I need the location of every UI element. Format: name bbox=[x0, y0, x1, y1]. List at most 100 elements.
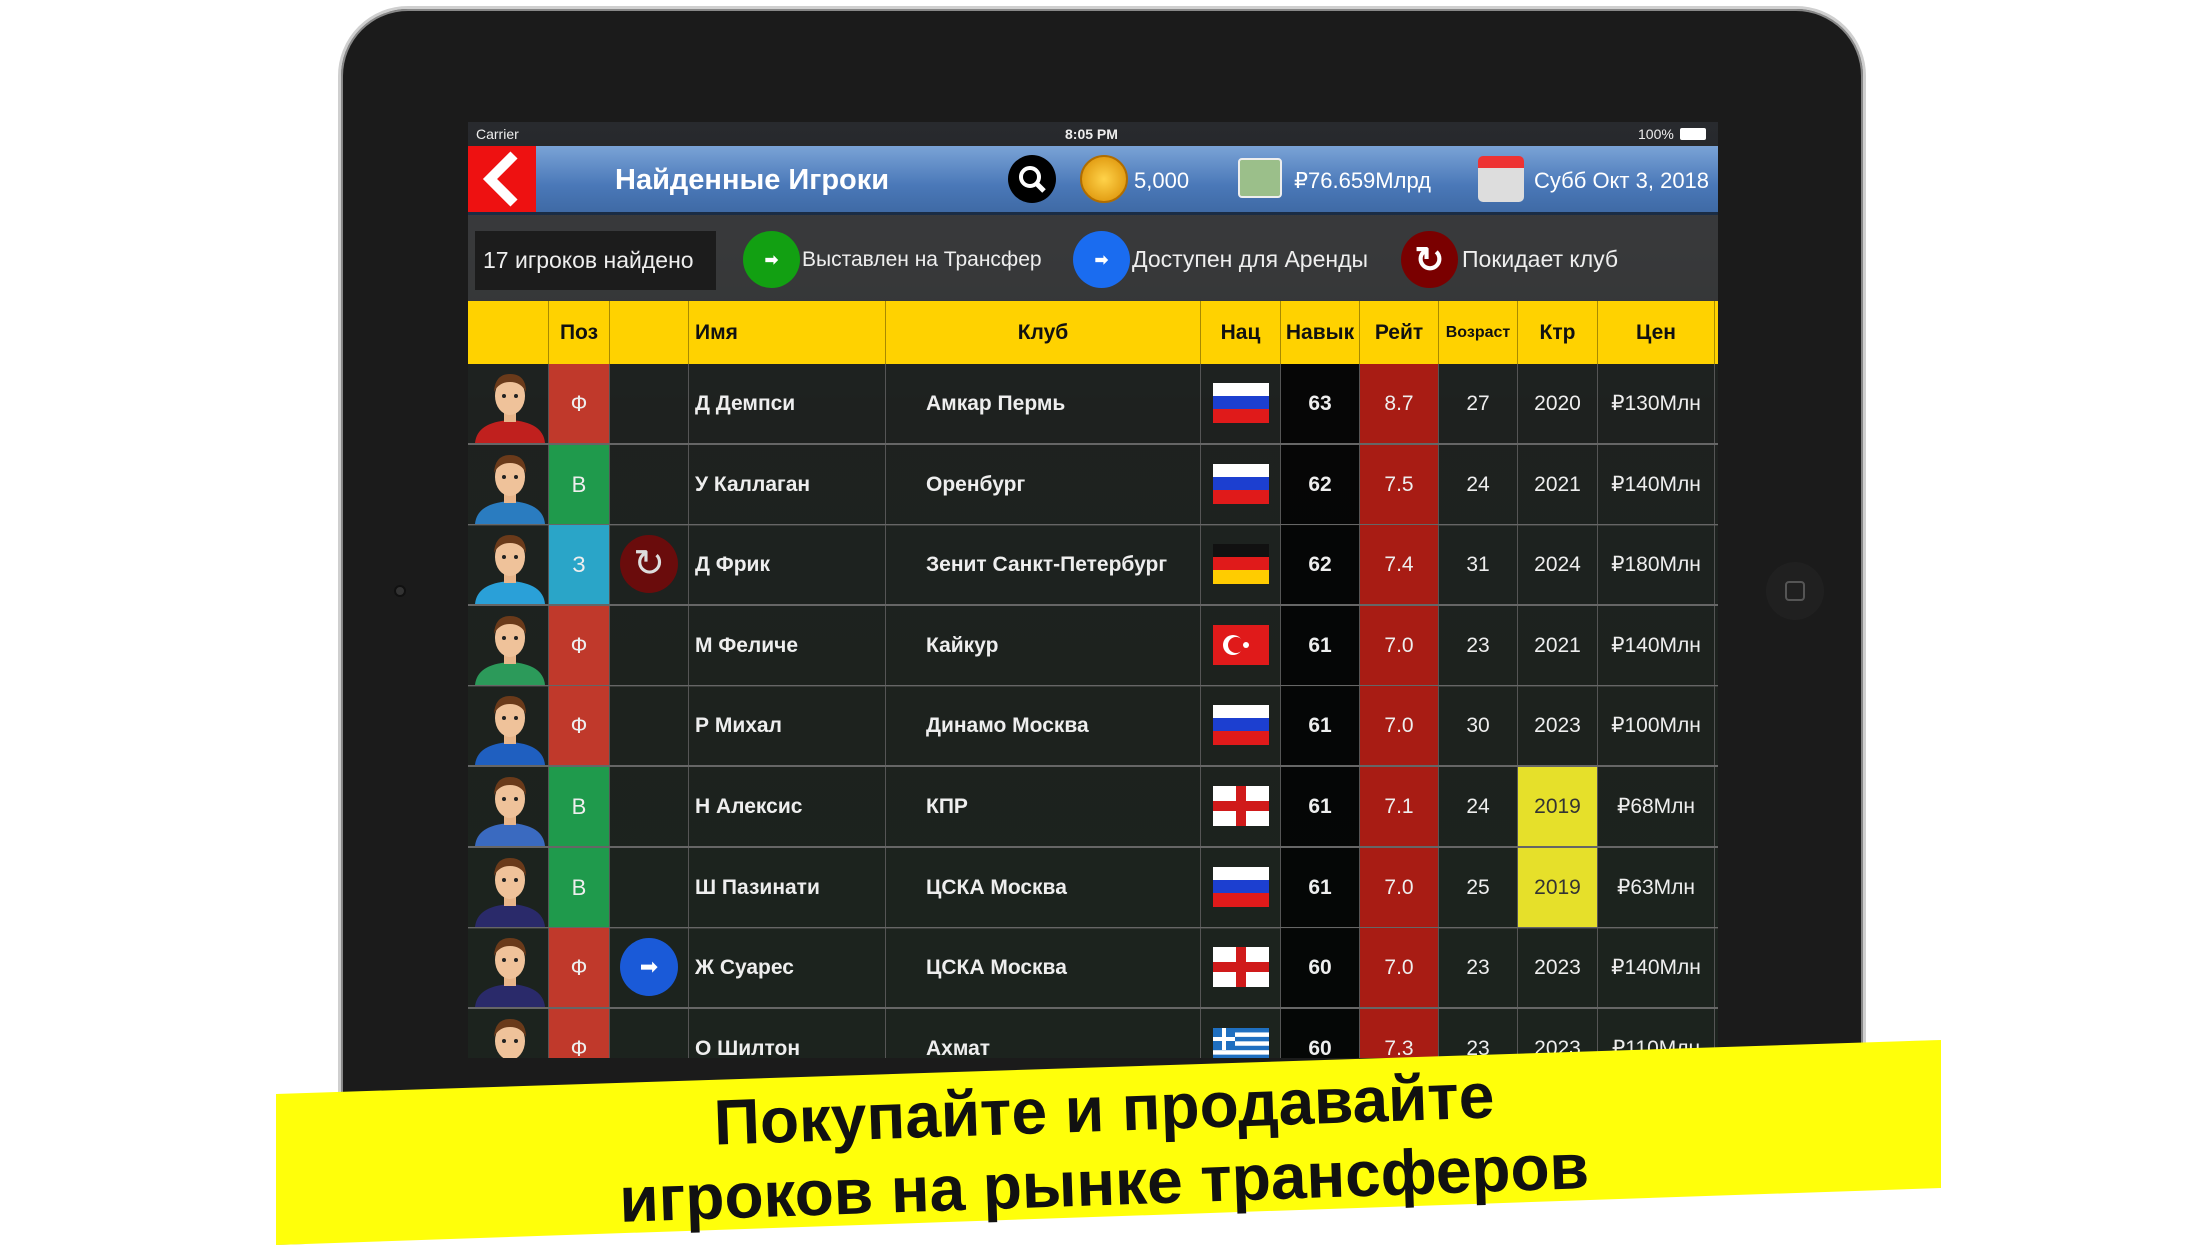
cell-price: ₽180Млн bbox=[1598, 525, 1715, 605]
cell-position: Ф bbox=[549, 1008, 610, 1058]
screen: Carrier 8:05 PM 100% Найденные Игроки 5,… bbox=[468, 122, 1718, 1058]
cell-club: ЦСКА Москва bbox=[886, 847, 1201, 927]
cell-name: О Шилтон bbox=[689, 1008, 886, 1058]
table-row[interactable]: Ф Р Михал Динамо Москва 61 7.0 30 2023 ₽100Млн bbox=[468, 686, 1718, 768]
cell-contract: 2021 bbox=[1518, 605, 1598, 685]
cell-club: ЦСКА Москва bbox=[886, 928, 1201, 1008]
cell-status bbox=[610, 444, 689, 524]
leaving-club-icon: ↻ bbox=[620, 535, 678, 594]
table-row[interactable]: В Ш Пазинати ЦСКА Москва 61 7.0 25 2019 ₽63Млн bbox=[468, 847, 1718, 929]
cell-contract: 2020 bbox=[1518, 364, 1598, 443]
cell-price: ₽63Млн bbox=[1598, 847, 1715, 927]
player-avatar bbox=[475, 857, 545, 927]
cell-age: 23 bbox=[1439, 1008, 1518, 1058]
player-avatar bbox=[494, 1018, 526, 1058]
cell-club: Динамо Москва bbox=[886, 686, 1201, 766]
flag-russia-icon bbox=[1212, 383, 1269, 423]
cell-avatar bbox=[471, 767, 549, 846]
column-header-avatar[interactable] bbox=[471, 301, 549, 364]
cell-rating: 7.3 bbox=[1360, 1008, 1439, 1058]
cell-avatar bbox=[471, 928, 549, 1008]
column-header-club[interactable]: Клуб bbox=[886, 301, 1201, 364]
battery: 100% bbox=[1638, 126, 1674, 142]
table-header: Поз Имя Клуб Нац Навык Рейт Возраст Ктр Цен bbox=[468, 301, 1718, 364]
header: Найденные Игроки 5,000 ₽76.659Млрд Субб … bbox=[468, 146, 1718, 215]
cell-price: ₽140Млн bbox=[1598, 444, 1715, 524]
cell-rating: 7.5 bbox=[1360, 444, 1439, 524]
cell-position: В bbox=[549, 847, 610, 927]
column-header-price[interactable]: Цен bbox=[1598, 301, 1715, 364]
cell-rating: 8.7 bbox=[1360, 364, 1439, 443]
money-icon bbox=[1238, 158, 1282, 198]
cell-contract: 2023 bbox=[1518, 686, 1598, 766]
cell-contract: 2023 bbox=[1518, 1008, 1598, 1058]
cell-name: Р Михал bbox=[689, 686, 886, 766]
cell-price: ₽100Млн bbox=[1598, 686, 1715, 766]
cell-skill: 61 bbox=[1281, 847, 1360, 927]
cell-status bbox=[610, 605, 689, 685]
column-header-status[interactable] bbox=[610, 301, 689, 364]
flag-england-icon bbox=[1212, 947, 1269, 988]
home-button[interactable] bbox=[1766, 562, 1824, 620]
players-found-count: 17 игроков найдено bbox=[475, 231, 716, 290]
cell-club: Амкар Пермь bbox=[886, 364, 1201, 443]
chevron-left-icon bbox=[482, 151, 518, 207]
legend-leaving: Покидает клуб bbox=[1462, 246, 1619, 272]
cell-rating: 7.0 bbox=[1360, 605, 1439, 685]
cell-status bbox=[610, 767, 689, 846]
column-header-position[interactable]: Поз bbox=[549, 301, 610, 364]
flag-russia-icon bbox=[1212, 463, 1269, 504]
cell-name: М Феличе bbox=[689, 605, 886, 685]
cell-skill: 62 bbox=[1281, 525, 1360, 605]
column-header-age[interactable]: Возраст bbox=[1439, 301, 1518, 364]
player-avatar bbox=[475, 615, 545, 685]
table-row[interactable]: Ф Д Демпси Амкар Пермь 63 8.7 27 2020 ₽130Млн bbox=[468, 364, 1718, 445]
cell-age: 23 bbox=[1439, 605, 1518, 685]
column-header-name[interactable]: Имя bbox=[689, 301, 886, 364]
cell-club: Кайкур bbox=[886, 605, 1201, 685]
cell-rating: 7.1 bbox=[1360, 767, 1439, 846]
loan-available-icon: ➡ bbox=[1073, 231, 1130, 288]
column-header-skill[interactable]: Навык bbox=[1281, 301, 1360, 364]
money-value[interactable]: ₽76.659Млрд bbox=[1294, 168, 1432, 193]
cell-name: Ш Пазинати bbox=[689, 847, 886, 927]
flag-england-icon bbox=[1212, 786, 1269, 826]
calendar-icon bbox=[1478, 156, 1524, 202]
cell-name: У Каллаган bbox=[689, 444, 886, 524]
legend-transfer: Выставлен на Трансфер bbox=[802, 248, 1042, 271]
column-header-contract[interactable]: Ктр bbox=[1518, 301, 1598, 364]
table-row[interactable]: В У Каллаган Оренбург 62 7.5 24 2021 ₽140Млн bbox=[468, 444, 1718, 526]
coins-value: 5,000 bbox=[1134, 168, 1190, 193]
legend-loan: Доступен для Аренды bbox=[1132, 246, 1369, 272]
table-row[interactable]: З ↻ Д Фрик Зенит Санкт-Петербург 62 7.4 31 2024… bbox=[468, 525, 1718, 607]
flag-greece-icon bbox=[1212, 1027, 1269, 1058]
cell-avatar bbox=[471, 847, 549, 927]
cell-skill: 60 bbox=[1281, 1008, 1360, 1058]
search-button[interactable] bbox=[1008, 155, 1056, 203]
cell-contract: 2023 bbox=[1518, 928, 1598, 1008]
column-header-rating[interactable]: Рейт bbox=[1360, 301, 1439, 364]
cell-status bbox=[610, 1008, 689, 1058]
table-row[interactable]: В Н Алексис КПР 61 7.1 24 2019 ₽68Млн bbox=[468, 767, 1718, 848]
cell-position: В bbox=[549, 444, 610, 524]
cell-avatar bbox=[471, 686, 549, 766]
cell-contract: 2019 bbox=[1518, 847, 1598, 927]
column-header-nationality[interactable]: Нац bbox=[1201, 301, 1281, 364]
table-row[interactable]: Ф ➡ Ж Суарес ЦСКА Москва 60 7.0 23 2023 ₽140Млн bbox=[468, 928, 1718, 1010]
cell-status bbox=[610, 364, 689, 443]
cell-position: В bbox=[549, 767, 610, 846]
table-row[interactable]: Ф М Феличе Кайкур 61 7.0 23 2021 ₽140Млн bbox=[468, 605, 1718, 687]
cell-club: Оренбург bbox=[886, 444, 1201, 524]
back-button[interactable] bbox=[468, 146, 536, 212]
cell-status: ↻ bbox=[610, 525, 689, 605]
cell-club: Зенит Санкт-Петербург bbox=[886, 525, 1201, 605]
cell-club: КПР bbox=[886, 767, 1201, 846]
cell-position: Ф bbox=[549, 605, 610, 685]
cell-rating: 7.4 bbox=[1360, 525, 1439, 605]
coin-icon bbox=[1080, 155, 1128, 203]
page-title: Найденные Игроки bbox=[615, 164, 890, 196]
cell-avatar bbox=[471, 1008, 549, 1058]
cell-name: Ж Суарес bbox=[689, 928, 886, 1008]
